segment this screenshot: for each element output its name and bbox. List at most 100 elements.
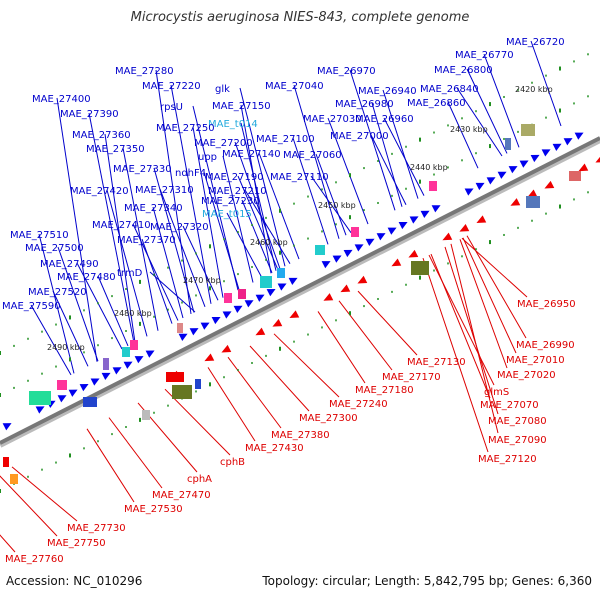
leader-line (222, 155, 254, 283)
gene-label: MAE_27170 (382, 372, 441, 383)
gene-label: MAE_27030 (303, 114, 362, 125)
leader-line (192, 105, 239, 291)
leader-line (241, 199, 273, 274)
forward-gene-arrow (35, 406, 45, 414)
gene-label: MAE_27380 (271, 430, 330, 441)
gene-label: MAE_27310 (135, 185, 194, 196)
forward-gene-arrow (266, 289, 276, 297)
gene-block (57, 380, 67, 390)
leader-line (327, 117, 369, 225)
gene-label: MAE_27320 (150, 222, 209, 233)
forward-gene-arrow (68, 389, 78, 397)
gene-block (351, 227, 359, 237)
reverse-gene-arrow (527, 189, 538, 198)
gene-label: MAE_27510 (10, 230, 69, 241)
reverse-gene-arrow (204, 353, 215, 362)
gene-label: glmS (484, 387, 509, 398)
leader-line (141, 238, 173, 324)
gene-label: upp (198, 152, 217, 163)
reverse-gene-arrow (476, 215, 487, 224)
leader-line (315, 153, 347, 236)
gene-label: MAE_27370 (117, 235, 176, 246)
gene-label: MAE_27230 (201, 196, 260, 207)
leader-line (11, 466, 78, 522)
reverse-gene-arrow (340, 284, 351, 293)
reverse-gene-arrow (442, 232, 453, 241)
gene-label: MAE_27080 (488, 416, 547, 427)
gene-label: MAE_27140 (222, 149, 281, 160)
gene-block (260, 276, 272, 288)
forward-gene-arrow (178, 333, 188, 341)
gene-block (526, 196, 540, 208)
gene-label: ndhF4 (175, 168, 206, 179)
reverse-gene-arrow (578, 163, 589, 172)
gene-label: MAE_t015 (202, 209, 252, 220)
gene-label: MAE_26970 (317, 66, 376, 77)
gene-label: MAE_26980 (335, 99, 394, 110)
leader-line (239, 87, 286, 267)
gene-label: MAE_27590 (2, 301, 61, 312)
leader-line (149, 271, 196, 313)
accession-text: Accession: NC_010296 (6, 574, 143, 588)
leader-line (170, 84, 212, 304)
reverse-gene-arrow (408, 249, 419, 258)
leader-line (155, 69, 192, 315)
leader-line (338, 300, 393, 371)
gene-block (3, 457, 9, 467)
forward-gene-arrow (233, 305, 243, 313)
leader-line (207, 367, 256, 442)
leader-line (447, 101, 479, 169)
gene-block (224, 293, 232, 303)
gene-label: MAE_27430 (245, 443, 304, 454)
gene-label: rpsU (160, 102, 183, 113)
gene-block (569, 171, 581, 181)
gene-label: MAE_27390 (60, 109, 119, 120)
forward-gene-arrow (288, 277, 298, 286)
forward-gene-arrow (398, 221, 408, 230)
forward-gene-arrow (2, 423, 12, 431)
gene-label: MAE_27530 (124, 504, 183, 515)
leader-line (249, 345, 310, 412)
leader-line (57, 246, 99, 362)
gene-label: MAE_27410 (92, 220, 151, 231)
leader-line (108, 417, 163, 489)
gene-features (2, 124, 600, 484)
forward-gene-arrow (376, 233, 386, 241)
leader-line (0, 475, 58, 537)
reverse-gene-arrow (221, 344, 232, 353)
gene-label: MAE_27490 (40, 259, 99, 270)
forward-gene-arrow (530, 154, 540, 163)
leader-line (456, 87, 503, 157)
gene-label: trmD (117, 268, 143, 279)
leader-line (76, 262, 123, 350)
forward-gene-arrow (563, 138, 573, 146)
leader-line (459, 239, 508, 369)
gene-label: MAE_27350 (86, 144, 145, 155)
gene-label: MAE_27190 (205, 172, 264, 183)
leader-line (240, 122, 277, 271)
forward-gene-arrow (354, 244, 364, 252)
gene-label: MAE_26940 (358, 86, 417, 97)
gene-label: MAE_27520 (28, 287, 87, 298)
gene-label: MAE_27250 (156, 123, 215, 134)
gene-label: MAE_27240 (329, 399, 388, 410)
leader-line (240, 104, 272, 274)
kbp-tick-label: 2430 kbp (450, 125, 488, 134)
gene-label: MAE_26960 (355, 114, 414, 125)
leader-line (317, 311, 366, 384)
gene-label: MAE_27470 (152, 490, 211, 501)
forward-gene-arrow (79, 384, 89, 392)
forward-gene-arrow (332, 255, 342, 263)
gene-label: MAE_27070 (480, 400, 539, 411)
kbp-tick-label: 2440 kbp (410, 163, 448, 172)
reverse-gene-arrow (391, 258, 402, 267)
gene-block (142, 410, 150, 420)
reverse-gene-arrow (357, 275, 368, 284)
gene-block (411, 261, 429, 275)
leader-line (244, 189, 291, 264)
gene-label: MAE_26990 (516, 340, 575, 351)
reverse-gene-arrow (595, 154, 600, 163)
gene-label: MAE_t014 (208, 119, 258, 130)
forward-gene-arrow (475, 182, 485, 191)
